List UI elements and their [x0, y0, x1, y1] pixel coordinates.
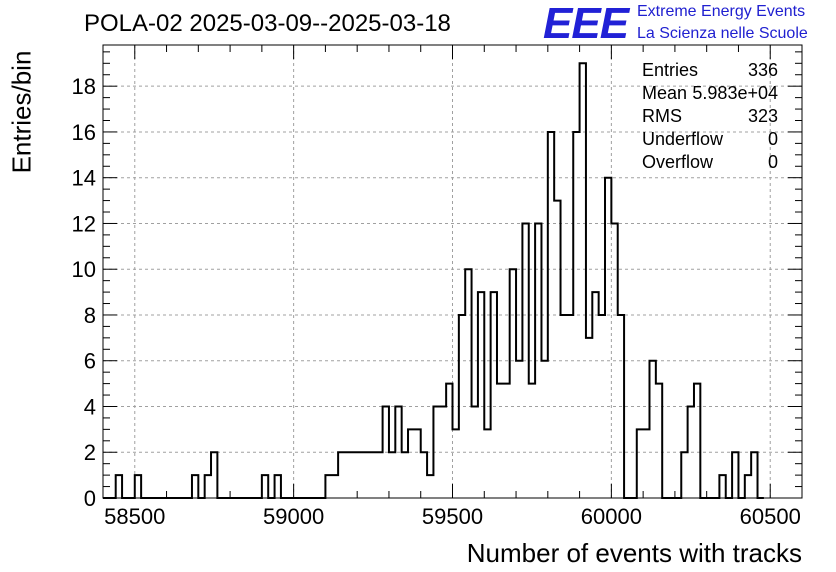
- y-tick-label: 4: [84, 394, 96, 419]
- stats-label: Entries: [642, 60, 699, 80]
- x-tick-label: 58500: [104, 504, 165, 529]
- stats-value: 0: [767, 152, 778, 172]
- stats-row-overflow: Overflow 0: [640, 151, 778, 174]
- y-tick-label: 16: [72, 120, 96, 145]
- y-tick-label: 10: [72, 257, 96, 282]
- stats-row-underflow: Underflow 0: [640, 128, 778, 151]
- stats-value: 336: [747, 60, 778, 80]
- stats-box: Entries 336 Mean 5.983e+04 RMS 323 Under…: [640, 59, 778, 174]
- y-tick-label: 8: [84, 303, 96, 328]
- y-tick-label: 18: [72, 74, 96, 99]
- stats-label: Underflow: [642, 129, 724, 149]
- y-tick-label: 0: [84, 486, 96, 511]
- stats-row-rms: RMS 323: [640, 105, 778, 128]
- y-tick-label: 2: [84, 440, 96, 465]
- x-tick-label: 59500: [422, 504, 483, 529]
- y-tick-label: 12: [72, 211, 96, 236]
- eee-logo: EEE: [543, 0, 629, 48]
- chart-title: POLA-02 2025-03-09--2025-03-18: [84, 10, 451, 37]
- x-tick-label: 60000: [581, 504, 642, 529]
- stats-label: Overflow: [642, 152, 714, 172]
- stats-row-entries: Entries 336: [640, 59, 778, 82]
- x-tick-label: 60500: [740, 504, 801, 529]
- logo-subtitle-2: La Scienza nelle Scuole: [637, 25, 808, 42]
- stats-label: Mean: [642, 83, 688, 103]
- grid-lines: [103, 45, 802, 498]
- stats-label: RMS: [642, 106, 682, 126]
- stats-value: 5.983e+04: [692, 83, 778, 103]
- stats-value: 323: [747, 106, 778, 126]
- y-tick-label: 14: [72, 166, 96, 191]
- stats-value: 0: [767, 129, 778, 149]
- y-tick-label: 6: [84, 349, 96, 374]
- axes: 58500 59000 59500 60000 60500 0 2 4 6 8 10 12 14 16 18: [72, 44, 803, 529]
- y-axis-label: Entries/bin: [6, 50, 37, 174]
- x-axis-label: Number of events with tracks: [466, 538, 802, 568]
- x-tick-label: 59000: [263, 504, 324, 529]
- stats-row-mean: Mean 5.983e+04: [640, 82, 778, 105]
- logo-subtitle-1: Extreme Energy Events: [637, 3, 806, 20]
